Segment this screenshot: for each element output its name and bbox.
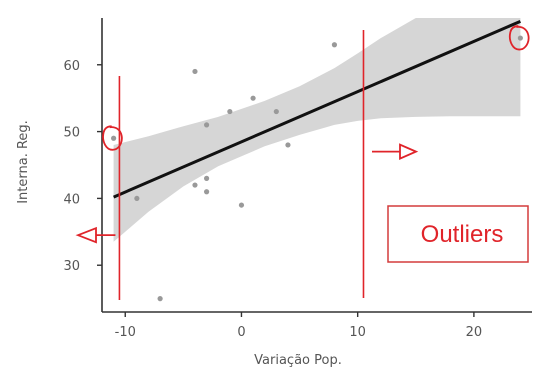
outliers-label: Outliers [421,221,504,248]
data-point-6 [203,175,210,181]
data-point-9 [238,202,245,208]
data-point-1 [134,195,140,202]
data-point-5 [203,122,210,128]
arrow-right-head [399,143,419,161]
confidence-band [113,18,521,242]
y-tick-label-40: 40 [63,192,80,207]
data-point-4 [192,182,198,188]
outlier-circle-0 [102,125,123,151]
data-point-12 [285,142,291,148]
axes-layer: 30 40 50 60 -10 0 10 20 [63,18,532,340]
regression-layer [113,19,521,199]
x-axis-title: Variação Pop. [254,353,342,368]
y-axis-title: Interna. Reg. [16,120,31,204]
data-point-0 [111,135,117,141]
outlier-circle-1 [509,25,530,51]
x-tick-label-10: 10 [349,325,366,340]
data-point-7 [203,189,210,195]
outliers-box [387,205,529,263]
data-point-11 [273,108,279,115]
points-layer [111,35,523,302]
y-tick-label-60: 60 [63,59,80,74]
data-point-2 [157,296,163,302]
arrow-left [75,226,116,244]
data-point-13 [331,42,338,48]
y-tick-label-30: 30 [63,259,80,274]
regression-line [113,19,521,199]
data-point-3 [192,68,198,75]
y-tick-label-50: 50 [63,126,80,141]
x-tick-label--10: -10 [115,325,136,340]
data-point-10 [250,95,256,101]
x-tick-label-20: 20 [466,325,483,340]
arrow-right [372,143,419,161]
arrow-left-head [75,226,97,244]
annotation-layer [75,25,530,300]
data-point-14 [517,35,523,41]
outliers-label-box: Outliers [387,205,529,263]
data-point-8 [227,108,233,115]
confidence-band-layer [113,18,521,242]
x-tick-label-0: 0 [237,325,245,340]
